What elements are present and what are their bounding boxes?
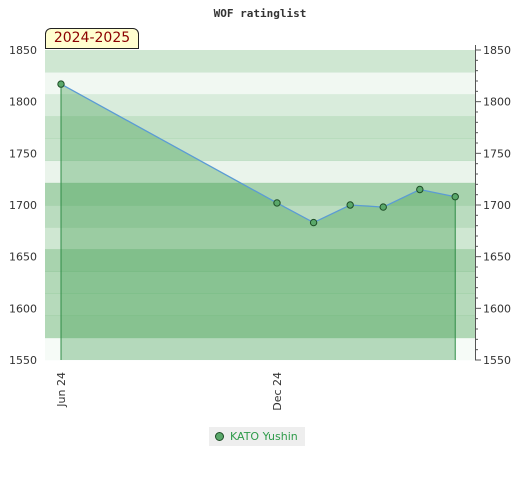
y-tick-label-right: 1550 — [483, 354, 511, 367]
y-tick-label-left: 1650 — [9, 251, 37, 264]
series-area — [61, 84, 456, 360]
background-band — [45, 72, 475, 95]
data-point — [451, 193, 459, 201]
y-tick-label-right: 1750 — [483, 147, 511, 160]
y-tick-label-left: 1700 — [9, 199, 37, 212]
background-band — [45, 249, 475, 272]
data-point — [379, 203, 387, 211]
y-tick-label-left: 1850 — [9, 44, 37, 57]
chart-title: WOF ratinglist — [214, 7, 307, 20]
background-band — [45, 337, 475, 361]
data-points — [57, 80, 459, 227]
data-point — [273, 199, 281, 207]
y-tick-label-right: 1850 — [483, 44, 511, 57]
background-band — [45, 205, 475, 228]
background-band — [45, 116, 475, 139]
y-axis-right: 1550 1600 1650 1700 1750 1800 1850 — [475, 44, 511, 367]
x-tick-label: Dec 24 — [271, 372, 284, 411]
season-badge: 2024-2025 — [45, 28, 139, 49]
background-band — [45, 50, 475, 73]
y-tick-label-right: 1800 — [483, 96, 511, 109]
y-tick-label-right: 1650 — [483, 251, 511, 264]
background-band — [45, 271, 475, 294]
background-band — [45, 160, 475, 184]
data-point — [416, 185, 424, 194]
legend-label: KATO Yushin — [230, 430, 298, 443]
y-tick-label-left: 1600 — [9, 302, 37, 315]
data-point — [346, 201, 354, 209]
y-tick-label-right: 1600 — [483, 302, 511, 315]
background-band — [45, 293, 475, 317]
legend-marker-icon — [215, 432, 224, 441]
x-tick-label: Jun 24 — [55, 372, 68, 408]
y-axis-left: 1550 1600 1650 1700 1750 1800 1850 — [9, 44, 37, 367]
legend[interactable]: KATO Yushin — [209, 427, 305, 446]
background-band — [45, 227, 475, 250]
y-tick-label-left: 1750 — [9, 147, 37, 160]
background-band — [45, 94, 475, 117]
x-axis: Jun 24 Dec 24 — [55, 372, 284, 411]
y-tick-label-left: 1550 — [9, 354, 37, 367]
y-tick-label-right: 1700 — [483, 199, 511, 212]
data-point — [57, 80, 65, 88]
y-tick-label-left: 1800 — [9, 96, 37, 109]
background-band — [45, 138, 475, 162]
data-point — [309, 218, 318, 227]
background-band — [45, 315, 475, 339]
